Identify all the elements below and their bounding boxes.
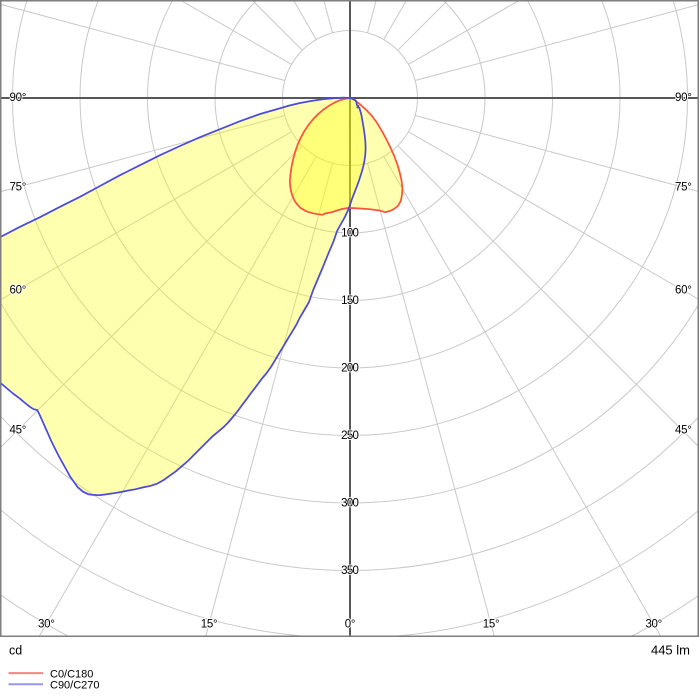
svg-text:445 lm: 445 lm [651, 643, 690, 658]
svg-text:100: 100 [341, 228, 358, 240]
svg-text:75°: 75° [10, 181, 27, 193]
svg-text:15°: 15° [201, 619, 218, 631]
svg-text:15°: 15° [483, 619, 500, 631]
svg-text:C0/C180: C0/C180 [50, 668, 93, 680]
svg-text:45°: 45° [675, 425, 692, 437]
svg-text:30°: 30° [645, 619, 662, 631]
svg-text:cd: cd [9, 644, 22, 658]
svg-text:0°: 0° [345, 619, 355, 631]
svg-text:C90/C270: C90/C270 [50, 680, 100, 692]
svg-text:30°: 30° [38, 619, 55, 631]
svg-text:60°: 60° [10, 285, 27, 297]
svg-text:150: 150 [341, 295, 358, 307]
svg-text:75°: 75° [675, 181, 692, 193]
svg-text:300: 300 [341, 498, 358, 510]
svg-text:60°: 60° [675, 285, 692, 297]
svg-text:250: 250 [341, 430, 358, 442]
svg-text:90°: 90° [10, 92, 27, 104]
svg-text:90°: 90° [675, 92, 692, 104]
svg-text:45°: 45° [10, 425, 27, 437]
svg-text:200: 200 [341, 363, 358, 375]
svg-text:350: 350 [341, 565, 358, 577]
